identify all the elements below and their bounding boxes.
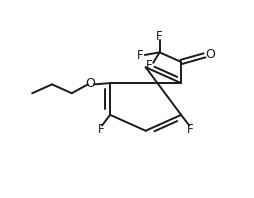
Text: F: F <box>156 30 163 43</box>
Text: O: O <box>205 48 215 61</box>
Text: O: O <box>85 77 95 90</box>
Text: F: F <box>187 123 194 136</box>
Text: F: F <box>146 59 153 72</box>
Text: F: F <box>137 50 144 62</box>
Text: F: F <box>98 123 104 136</box>
